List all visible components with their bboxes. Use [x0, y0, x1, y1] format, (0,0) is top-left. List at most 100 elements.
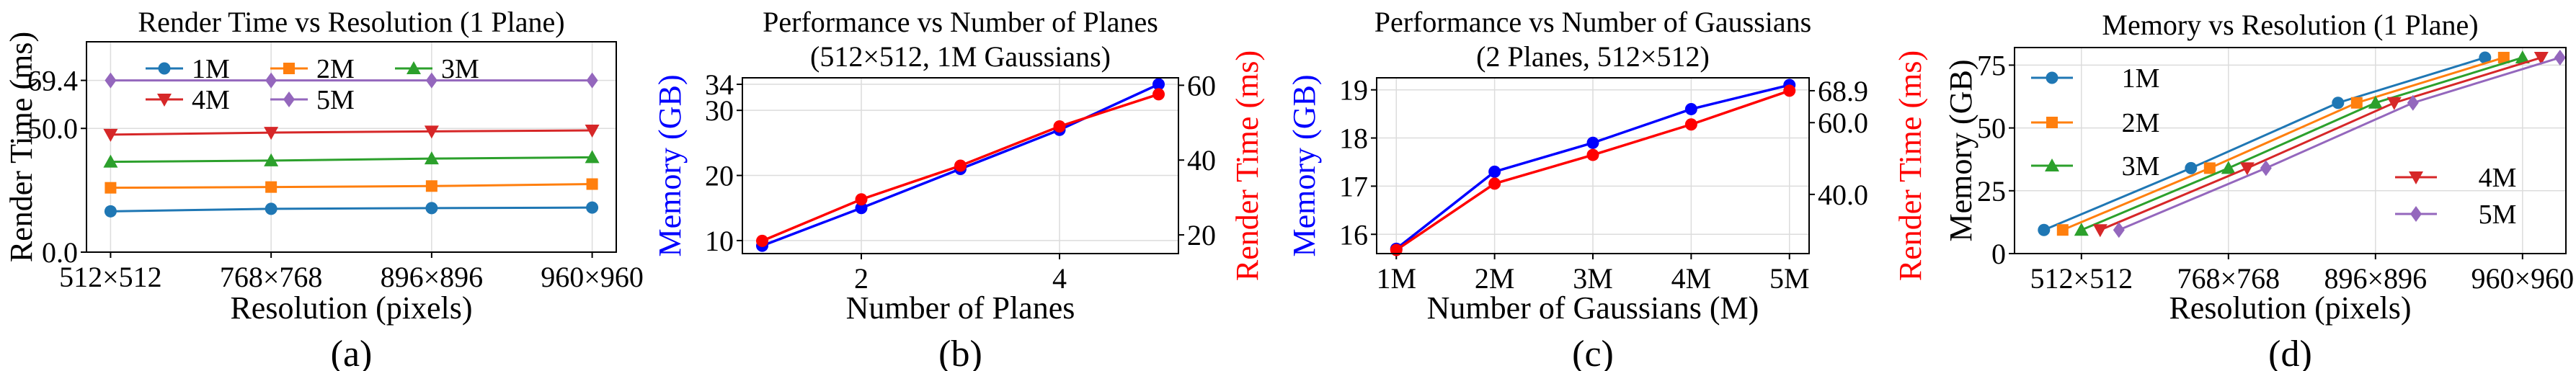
- y-tick-label: 16: [1339, 218, 1368, 251]
- chart-title: Performance vs Number of Gaussians: [1374, 6, 1812, 38]
- chart-title: Performance vs Number of Planes: [763, 6, 1158, 38]
- data-point-2M: [2497, 51, 2510, 63]
- legend-label-2M: 2M: [316, 54, 355, 84]
- y-tick-label: 20: [705, 160, 734, 192]
- data-point-5M: [105, 72, 117, 89]
- series-line-3M: [2081, 56, 2523, 231]
- legend-marker-2M: [2046, 117, 2058, 128]
- data-point-right: [954, 159, 967, 172]
- data-point-5M: [2554, 49, 2566, 66]
- plot-frame: [742, 77, 1179, 254]
- legend-marker-3M: [2045, 158, 2059, 171]
- panel-caption: (d): [2268, 334, 2312, 371]
- data-point-1M: [2185, 161, 2198, 174]
- chart-subtitle: (2 Planes, 512×512): [1476, 40, 1710, 73]
- legend-label-1M: 1M: [2122, 63, 2160, 94]
- x-axis-label: Resolution (pixels): [230, 290, 472, 326]
- panel-caption: (b): [938, 334, 982, 371]
- panel-caption: (a): [331, 334, 373, 371]
- legend-label-5M: 5M: [2479, 200, 2517, 230]
- panel-c: 16 17 18 19 40.0 60.068.9 1M 2M 3M 4M 5M Performanc…: [1287, 6, 1928, 371]
- data-point-3M: [2221, 161, 2236, 174]
- series-line-5M: [2118, 56, 2561, 231]
- data-point-5M: [2113, 222, 2125, 238]
- chart-title: Render Time vs Resolution (1 Plane): [138, 6, 564, 38]
- series-line-1M: [2043, 56, 2486, 231]
- data-point-4M: [2533, 51, 2549, 65]
- legend-label-3M: 3M: [2122, 151, 2160, 182]
- data-point-2M: [265, 181, 277, 193]
- data-point-right: [1783, 84, 1796, 97]
- data-point-4M: [264, 127, 279, 140]
- data-point-2M: [586, 178, 598, 190]
- series-line-3M: [110, 156, 592, 164]
- plot-frame: [2014, 47, 2567, 254]
- x-tick-label: 896×896: [381, 261, 484, 293]
- series-line-2M: [2062, 56, 2505, 231]
- data-point-2M: [425, 180, 438, 192]
- x-tick-label: 960×960: [541, 261, 644, 293]
- data-point-4M: [2386, 97, 2402, 110]
- legend-marker-4M: [2409, 171, 2423, 184]
- data-point-5M: [2260, 160, 2272, 176]
- data-point-left: [1152, 78, 1165, 91]
- x-axis-label: Resolution (pixels): [2169, 290, 2411, 326]
- data-point-5M: [425, 72, 438, 89]
- data-point-5M: [586, 72, 598, 89]
- y-tick-label: 0.0: [42, 236, 78, 269]
- data-point-4M: [585, 124, 600, 138]
- y-tick-label: 30: [705, 94, 734, 127]
- legend-label-4M: 4M: [2479, 163, 2517, 193]
- series-line-2M: [110, 183, 592, 189]
- y-tick-label: 17: [1339, 170, 1368, 202]
- y-tick-label: 69.4: [27, 65, 78, 97]
- data-point-left: [1684, 102, 1697, 115]
- data-point-2M: [2203, 162, 2216, 174]
- data-point-right: [855, 193, 868, 206]
- chart-title: Memory vs Resolution (1 Plane): [2102, 9, 2478, 41]
- y-axis-label: Memory (GB): [652, 75, 688, 257]
- y-right-tick-label: 60.0: [1818, 107, 1868, 139]
- x-tick-label: 5M: [1769, 262, 1810, 295]
- data-point-right: [1684, 118, 1697, 131]
- legend-label-4M: 4M: [192, 85, 230, 115]
- data-point-3M: [2074, 223, 2089, 236]
- legend-marker-1M: [158, 62, 171, 75]
- x-tick-label: 2: [854, 262, 869, 295]
- x-tick-label: 3M: [1573, 262, 1613, 295]
- y-right-tick-label: 40.0: [1818, 179, 1868, 211]
- panel-d: 0 25 50 75 512×512 768×768 896×896 960×960 Memor…: [1943, 9, 2574, 371]
- data-point-2M: [2056, 224, 2069, 236]
- x-tick-label: 768×768: [2177, 262, 2280, 295]
- series-line-1M: [110, 206, 592, 213]
- y-tick-label: 0: [1991, 238, 2006, 270]
- plot-frame: [1376, 77, 1810, 254]
- x-tick-label: 4: [1052, 262, 1067, 295]
- data-point-left: [1586, 136, 1599, 149]
- y-tick-label: 18: [1339, 122, 1368, 155]
- x-tick-label: 768×768: [220, 261, 323, 293]
- data-point-left: [1488, 165, 1501, 178]
- data-point-right: [1488, 177, 1501, 190]
- y-tick-label: 19: [1339, 74, 1368, 107]
- panel-caption: (c): [1572, 334, 1614, 371]
- legend-label-2M: 2M: [2122, 108, 2160, 138]
- y-axis-label: Memory (GB): [1943, 60, 1978, 242]
- legend-label-1M: 1M: [192, 54, 230, 84]
- y-right-tick-label: 20: [1187, 219, 1216, 251]
- data-point-4M: [2092, 224, 2108, 238]
- data-point-3M: [585, 150, 600, 164]
- data-point-1M: [425, 202, 438, 215]
- legend-marker-1M: [2046, 71, 2058, 84]
- y-tick-label: 25: [1977, 175, 2006, 207]
- series-line-4M: [110, 129, 592, 136]
- legend-marker-3M: [407, 61, 421, 74]
- x-tick-label: 2M: [1475, 262, 1515, 295]
- data-point-5M: [2407, 94, 2419, 111]
- data-point-right: [1586, 148, 1599, 161]
- plot-frame: [86, 41, 617, 253]
- y-tick-label: 75: [1977, 49, 2006, 81]
- data-point-2M: [105, 182, 117, 194]
- legend-marker-5M: [2410, 206, 2422, 222]
